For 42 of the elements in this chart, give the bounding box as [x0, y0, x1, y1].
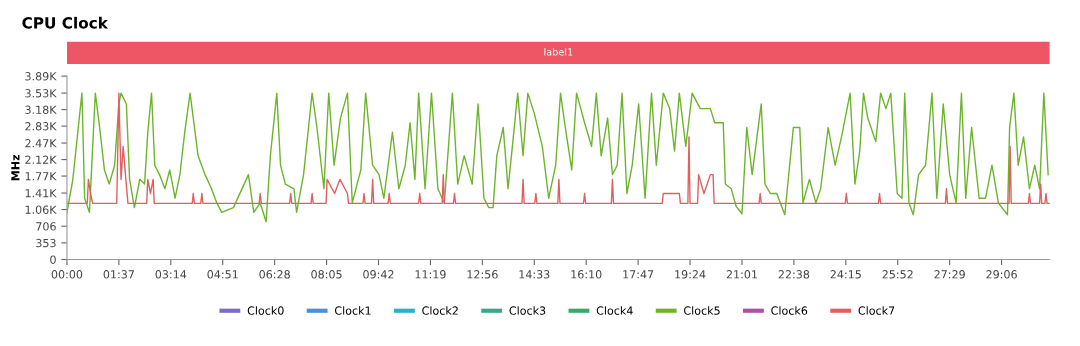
x-tick-label: 17:47 [623, 270, 654, 279]
x-tick-label: 14:33 [519, 270, 550, 279]
y-tick-label: 2.83K [25, 122, 57, 131]
y-tick-label: 2.47K [25, 139, 57, 148]
y-tick-label: 3.89K [25, 72, 57, 81]
y-tick-label: 2.12K [25, 155, 57, 164]
x-tick-label: 29:06 [986, 270, 1017, 279]
x-tick-label: 12:56 [467, 270, 498, 279]
legend-label: Clock7 [858, 306, 895, 315]
y-tick-label: 0 [50, 255, 56, 264]
x-tick-label: 01:37 [103, 270, 134, 279]
x-tick-label: 25:52 [882, 270, 913, 279]
x-tick-label: 06:28 [259, 270, 290, 279]
chart-title: CPU Clock [22, 16, 109, 29]
y-axis-title: MHz [11, 154, 20, 181]
y-tick-label: 3.53K [25, 89, 57, 98]
legend-label: Clock0 [247, 306, 284, 315]
x-tick-label: 22:38 [778, 270, 810, 279]
legend-label: Clock5 [684, 306, 720, 315]
x-tick-label: 00:00 [51, 270, 83, 279]
y-tick-label: 353 [36, 238, 56, 248]
y-tick-label: 1.41K [25, 189, 57, 198]
legend-label: Clock6 [771, 306, 808, 315]
y-tick-label: 1.77K [25, 172, 57, 181]
y-tick-label: 706 [36, 222, 56, 231]
x-tick-label: 04:51 [207, 270, 238, 279]
x-tick-label: 08:05 [311, 270, 342, 279]
x-tick-label: 11:19 [415, 270, 446, 279]
text: label1 [544, 48, 573, 56]
legend-label: Clock1 [334, 306, 371, 315]
x-tick-label: 09:42 [363, 270, 394, 279]
x-tick-label: 21:01 [726, 270, 757, 279]
legend-label: Clock4 [596, 306, 633, 315]
x-tick-label: 16:10 [571, 270, 602, 279]
y-tick-label: 1.06K [25, 205, 57, 214]
y-tick-label: 3.18K [25, 105, 57, 114]
legend-label: Clock3 [509, 306, 546, 315]
legend-label: Clock2 [422, 306, 458, 315]
x-tick-label: 24:15 [830, 270, 861, 279]
x-tick-label: 03:14 [155, 270, 187, 279]
x-tick-label: 19:24 [675, 270, 706, 279]
x-tick-label: 27:29 [934, 270, 965, 279]
